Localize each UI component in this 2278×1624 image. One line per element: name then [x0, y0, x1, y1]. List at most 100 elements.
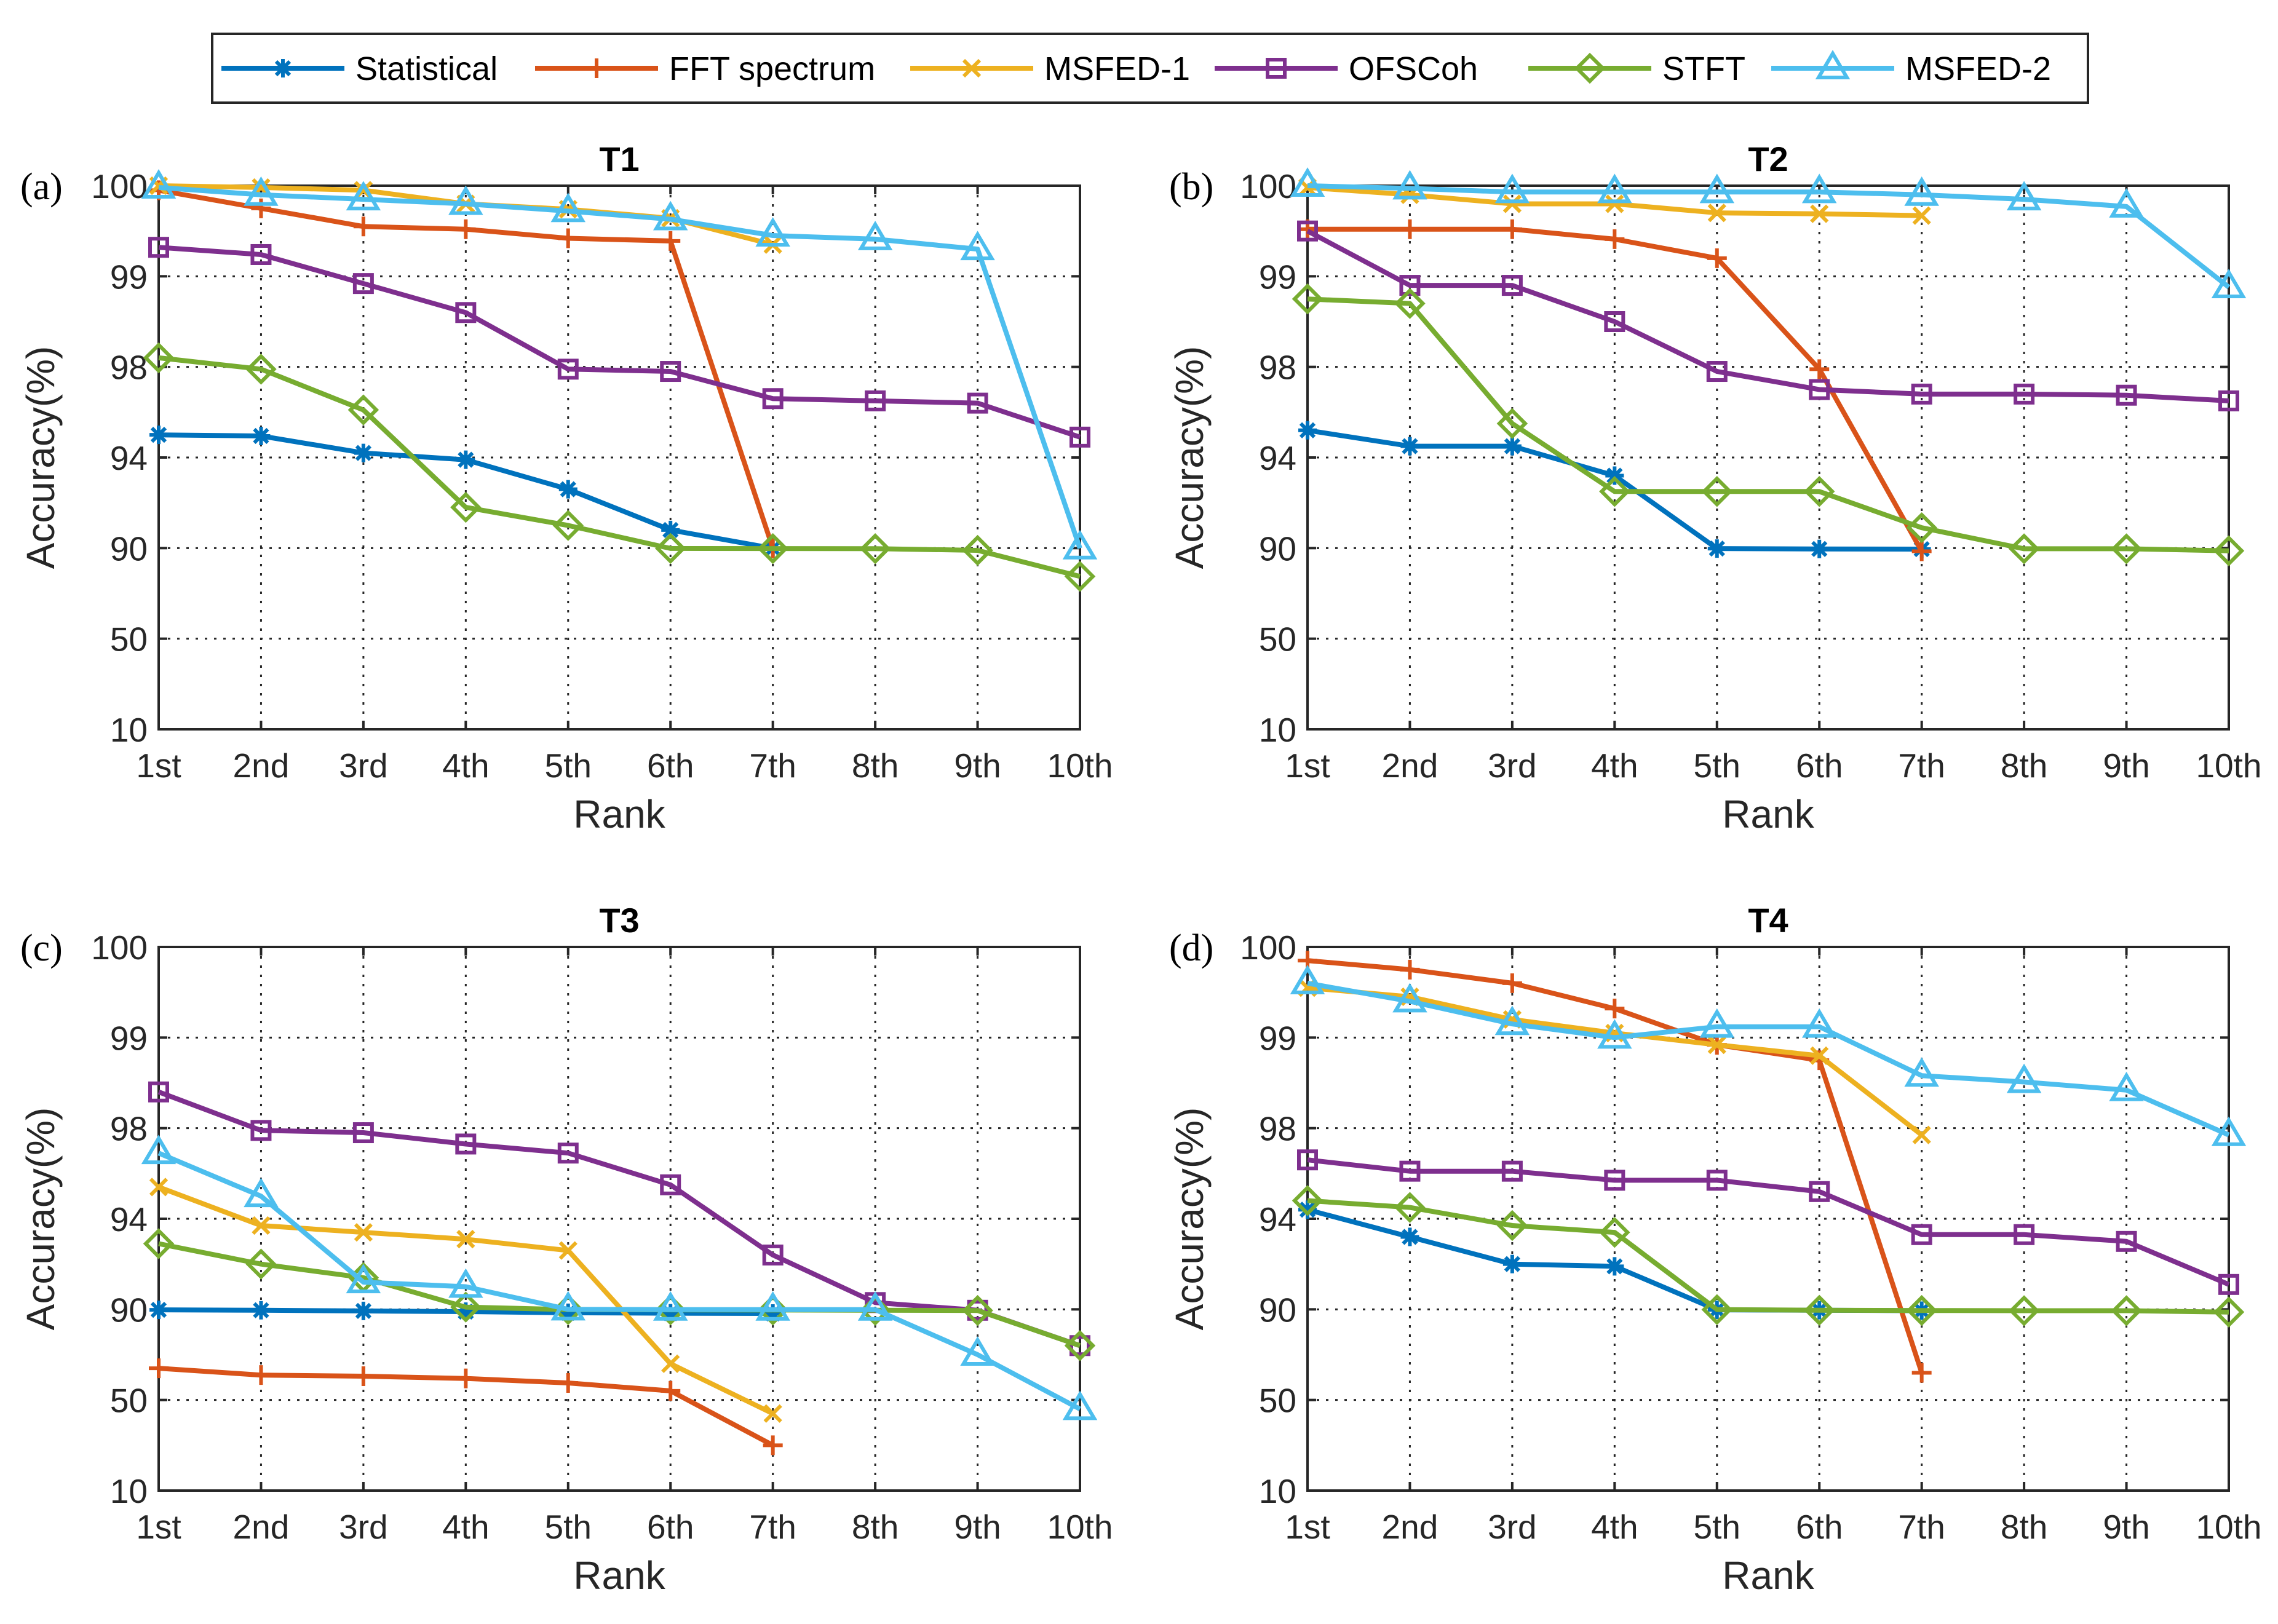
y-tick-label: 10: [110, 711, 148, 749]
data-point: [354, 1222, 373, 1242]
data-point: [763, 1435, 783, 1456]
x-tick-label: 5th: [1694, 747, 1740, 785]
data-point: [1496, 408, 1528, 439]
series-statistical: [149, 1301, 782, 1323]
x-tick-label: 10th: [2196, 1508, 2261, 1546]
data-point: [1906, 512, 1937, 544]
data-point: [347, 394, 379, 426]
data-point: [960, 1336, 995, 1366]
y-axis-label: Accuracy(%): [1167, 346, 1212, 569]
panel-title: T2: [1748, 140, 1788, 178]
data-point: [2008, 533, 2040, 564]
series-line: [1307, 1157, 2230, 1287]
x-axis-label: Rank: [573, 1553, 665, 1598]
data-point: [1298, 1200, 1317, 1219]
data-point: [148, 237, 169, 258]
data-point: [1810, 539, 1829, 558]
x-tick-label: 5th: [1694, 1508, 1740, 1546]
x-axis-label: Rank: [1722, 1553, 1814, 1598]
data-point: [857, 1291, 893, 1321]
legend-marker: [587, 58, 606, 78]
data-point: [1604, 311, 1625, 332]
series-line: [158, 355, 1081, 579]
data-point: [1597, 173, 1632, 204]
data-point: [2211, 269, 2247, 299]
x-tick-label: 5th: [545, 747, 592, 785]
x-tick-label: 8th: [2001, 747, 2047, 785]
x-tick-label: 6th: [647, 1508, 694, 1546]
data-point: [762, 388, 784, 410]
data-point: [1803, 1294, 1835, 1326]
data-point: [1494, 173, 1530, 204]
data-point: [1298, 421, 1317, 440]
data-point: [1699, 173, 1735, 204]
x-tick-label: 7th: [1898, 747, 1945, 785]
data-point: [654, 533, 686, 564]
data-point: [1605, 466, 1624, 485]
data-point: [661, 520, 680, 539]
data-point: [149, 1178, 169, 1197]
legend-marker: [962, 58, 982, 78]
data-point: [1809, 359, 1830, 379]
data-point: [557, 358, 579, 380]
data-point: [148, 1081, 169, 1103]
x-tick-label: 3rd: [1488, 747, 1537, 785]
x-tick-label: 10th: [1047, 747, 1113, 785]
data-point: [2014, 1224, 2035, 1245]
data-point: [448, 185, 483, 215]
data-point: [1400, 959, 1420, 980]
data-point: [1706, 1170, 1728, 1191]
series-fft-spectrum: [1298, 951, 1932, 1383]
data-point: [757, 1294, 788, 1326]
data-point: [1502, 194, 1522, 213]
x-tick-label: 4th: [442, 747, 489, 785]
y-tick-label: 94: [110, 439, 148, 477]
data-point: [1394, 1192, 1426, 1223]
axes-frame: [1306, 184, 2230, 731]
data-point: [149, 1358, 169, 1379]
x-tick-label: 8th: [852, 747, 899, 785]
grid: [1308, 186, 2229, 729]
legend-marker: [274, 59, 292, 77]
data-point: [149, 1301, 168, 1320]
data-point: [2014, 383, 2035, 405]
data-point: [1392, 170, 1427, 200]
x-tick-label: 6th: [647, 747, 694, 785]
legend-label: FFT spectrum: [669, 50, 875, 87]
x-tick-label: 4th: [1591, 1508, 1638, 1546]
y-tick-label: 99: [110, 1019, 148, 1057]
data-point: [1906, 1294, 1937, 1326]
data-point: [1496, 1210, 1528, 1242]
data-point: [1392, 983, 1427, 1013]
data-point: [456, 219, 476, 239]
data-point: [1701, 476, 1733, 507]
data-point: [558, 228, 578, 248]
x-tick-label: 7th: [1898, 1508, 1945, 1546]
data-point: [763, 1404, 782, 1423]
data-point: [1599, 476, 1630, 507]
data-point: [1062, 529, 1098, 560]
legend-item-stft: STFT: [1528, 50, 1745, 87]
grid: [159, 947, 1080, 1491]
data-point: [552, 510, 584, 541]
x-tick-label: 10th: [2196, 747, 2261, 785]
data-point: [2111, 533, 2142, 564]
data-point: [1064, 561, 1096, 592]
data-point: [245, 1248, 277, 1280]
x-tick-label: 1st: [136, 747, 181, 785]
data-point: [244, 1178, 279, 1208]
panel-letter: (c): [20, 927, 63, 969]
y-tick-label: 90: [110, 1291, 148, 1329]
y-tick-label: 10: [1259, 711, 1296, 749]
data-point: [2116, 384, 2137, 406]
data-point: [141, 1135, 177, 1165]
y-tick-label: 50: [110, 620, 148, 659]
y-tick-label: 50: [1259, 620, 1296, 659]
data-point: [762, 1244, 784, 1266]
series-stft: [1292, 1185, 2245, 1328]
data-point: [1801, 1008, 1837, 1038]
data-point: [661, 1380, 681, 1401]
data-point: [1605, 229, 1625, 249]
series-msfed-1: [149, 1178, 782, 1423]
y-tick-label: 90: [1259, 1291, 1296, 1329]
